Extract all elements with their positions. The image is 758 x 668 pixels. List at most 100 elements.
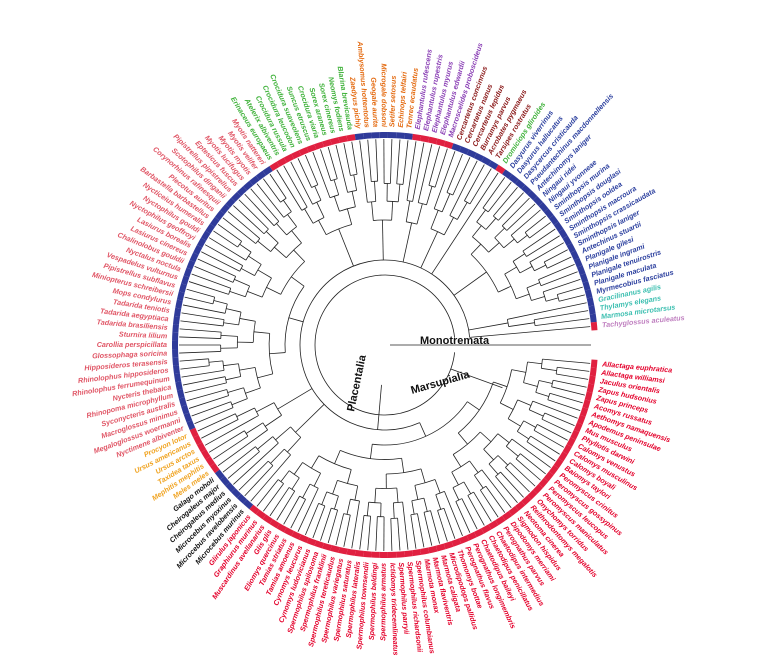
branch	[540, 271, 578, 287]
branch	[511, 369, 526, 373]
clade-label-monotremata: Monotremata	[420, 335, 490, 347]
branch	[468, 322, 509, 331]
branch	[257, 269, 272, 279]
branch	[498, 192, 524, 221]
branch	[430, 510, 441, 544]
branch	[184, 296, 214, 305]
branch	[227, 451, 260, 479]
branch	[402, 140, 409, 185]
branch	[223, 322, 239, 326]
branch	[213, 300, 228, 305]
branch	[507, 418, 521, 427]
branch-arc	[515, 453, 521, 460]
branch	[274, 246, 287, 259]
branch-arc	[507, 399, 518, 419]
branch	[480, 431, 492, 443]
branch	[541, 367, 557, 372]
branch	[359, 515, 365, 550]
branch	[374, 488, 377, 503]
branch	[520, 453, 546, 475]
branch	[291, 477, 300, 490]
branch	[222, 446, 256, 473]
branch	[347, 469, 352, 484]
branch-arc	[245, 285, 250, 297]
branch	[543, 279, 581, 293]
branch	[457, 432, 468, 445]
branch	[280, 470, 290, 482]
branch	[276, 490, 296, 521]
branch-arc	[284, 448, 291, 456]
ring-segment	[579, 407, 589, 417]
branch	[474, 475, 484, 489]
branch	[516, 293, 530, 300]
branch-arc	[330, 178, 338, 182]
branch	[293, 462, 303, 475]
taxon-label: Geogale aurita	[369, 77, 380, 127]
ring-segment	[322, 542, 332, 551]
branch-arc	[232, 276, 237, 283]
branch	[302, 483, 311, 498]
ring-segment	[586, 297, 595, 307]
branch	[250, 454, 291, 502]
branch	[528, 409, 544, 417]
branch	[498, 285, 512, 293]
branch-arc	[224, 303, 228, 314]
branch-arc	[406, 200, 413, 202]
branch	[179, 358, 209, 362]
branch	[451, 471, 459, 486]
branch	[522, 228, 556, 252]
branch	[500, 471, 524, 498]
branch	[343, 143, 351, 176]
branch	[538, 263, 575, 281]
ring-segment	[558, 228, 568, 239]
branch	[264, 414, 282, 427]
branch	[443, 508, 456, 539]
branch	[208, 237, 247, 261]
branch-arc	[299, 259, 471, 431]
branch-arc	[212, 297, 216, 304]
branch	[549, 392, 583, 404]
branch	[179, 351, 221, 354]
branch	[371, 201, 374, 221]
ring-segment	[255, 509, 267, 520]
branch	[420, 231, 439, 269]
branch-arc	[288, 470, 300, 479]
branch-arc	[267, 460, 274, 466]
branch-arc	[350, 498, 360, 502]
branch	[463, 481, 472, 494]
ring-segment	[582, 399, 591, 409]
branch	[417, 513, 425, 548]
branch	[204, 415, 259, 446]
ring-segment	[589, 367, 597, 377]
ring-segment	[214, 469, 225, 480]
branch-arc	[368, 501, 382, 504]
branch	[476, 209, 486, 223]
branch	[552, 379, 587, 388]
ring-segment	[515, 500, 526, 511]
branch	[443, 217, 454, 236]
ring-segment	[220, 203, 230, 215]
branch	[426, 186, 433, 205]
branch	[311, 455, 320, 469]
branch	[191, 401, 231, 417]
branch	[423, 498, 428, 512]
ring-segment	[495, 164, 506, 175]
branch	[542, 358, 591, 364]
branch-arc	[273, 402, 282, 416]
branch-arc	[331, 507, 338, 511]
branch	[431, 172, 499, 275]
branch	[551, 386, 585, 396]
branch	[500, 402, 514, 410]
branch	[396, 487, 399, 503]
ring-segment	[196, 237, 207, 248]
ring-segment	[172, 357, 179, 366]
branch-arc	[222, 360, 225, 371]
branch	[526, 235, 560, 257]
branch	[417, 144, 433, 203]
ring-segment	[183, 412, 193, 423]
branch	[501, 197, 530, 227]
branch-arc	[254, 264, 262, 276]
branch-arc	[430, 228, 445, 236]
branch-arc	[494, 237, 505, 249]
branch	[316, 202, 325, 218]
